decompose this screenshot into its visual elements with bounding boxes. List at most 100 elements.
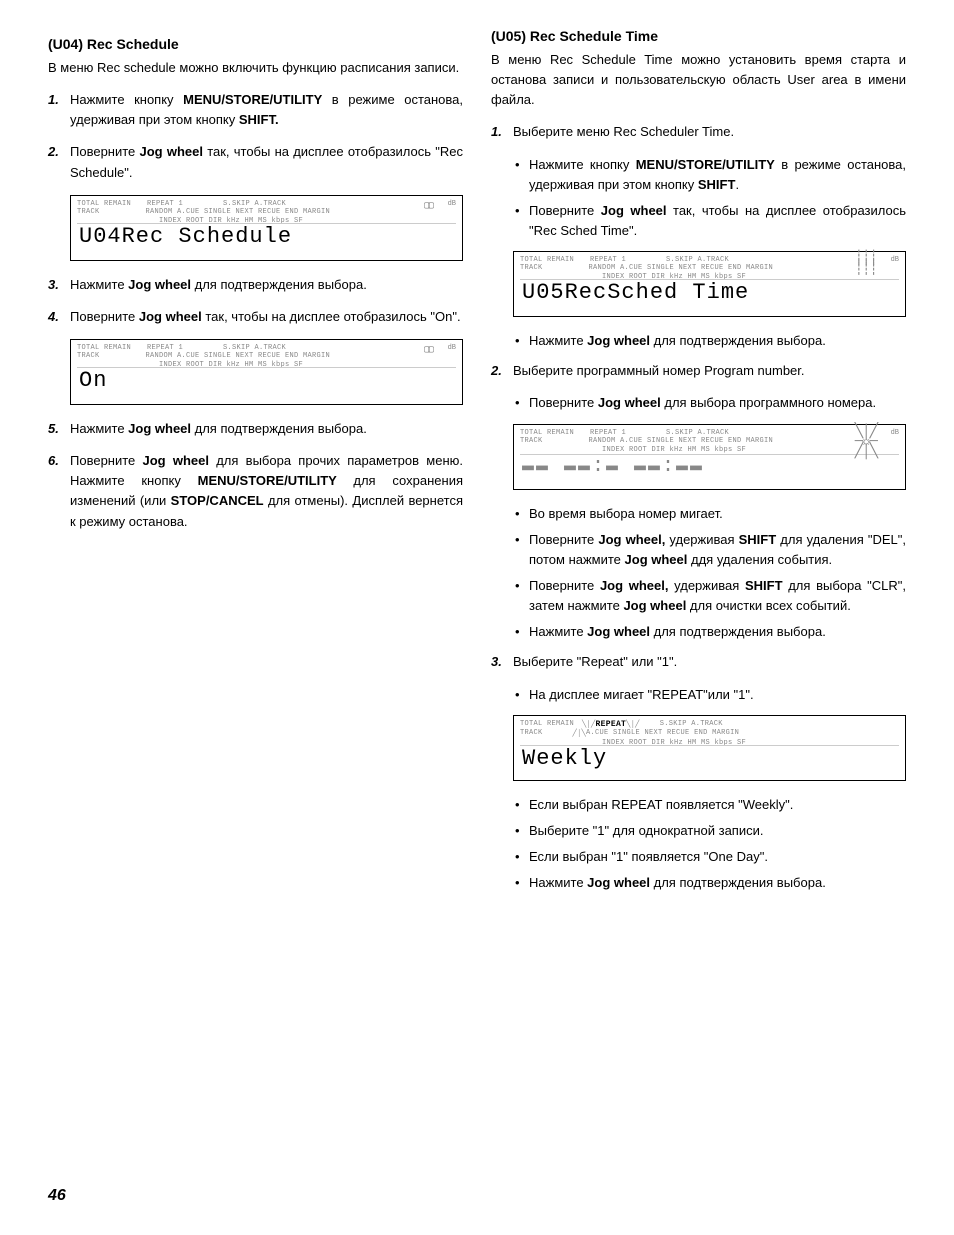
text: Jog wheel [128,421,194,436]
db-label: dB [448,200,456,208]
u05-step3: 3. Выберите "Repeat" или "1". [491,652,906,672]
step-num: 3. [491,652,502,672]
left-column: (U04) Rec Schedule В меню Rec schedule м… [48,28,463,903]
lcd-label: A.CUE SINGLE NEXT RECUE END MARGIN [586,729,739,738]
list-item: Поверните Jog wheel, удерживая SHIFT для… [529,576,906,616]
lcd-main-text: ▬▬ ▬▬:▬ ▬▬:▬▬ [520,454,899,478]
u05-step1: 1. Выберите меню Rec Scheduler Time. [491,122,906,142]
text: В меню [48,60,97,75]
list-item: Нажмите кнопку MENU/STORE/UTILITY в режи… [529,155,906,195]
text: Нажмите [529,875,587,890]
u04-title: (U04) Rec Schedule [48,36,463,52]
text: Нажмите [70,277,128,292]
lcd-label: INDEX ROOT DIR kHz HM MS kbps SF [602,446,746,454]
lcd-label: RANDOM A.CUE SINGLE NEXT RECUE END MARGI… [146,208,331,216]
u04-step1: 1. Нажмите кнопку MENU/STORE/UTILITY в р… [48,90,463,130]
text: удерживая [668,578,744,593]
step-num: 5. [48,419,59,439]
u04-step5: 5. Нажмите Jog wheel для подтверждения в… [48,419,463,439]
text: Jog wheel [598,395,661,410]
lcd-main-text: U04Rec Schedule [77,223,456,249]
text: Jog wheel [587,875,653,890]
u05-step2: 2. Выберите программный номер Program nu… [491,361,906,381]
text: Поверните [70,309,139,324]
list-item: Поверните Jog wheel для выбора программн… [529,393,906,413]
text: SHIFT [739,532,777,547]
text: MENU/STORE/UTILITY [183,92,322,107]
u04-intro: В меню Rec schedule можно включить функц… [48,58,463,78]
lcd-label: S.SKIP A.TRACK [223,200,286,208]
u04-step3: 3. Нажмите Jog wheel для подтверждения в… [48,275,463,295]
text: для подтверждения выбора. [654,624,826,639]
lcd-u04-rec-schedule: ▢▢ dB TOTAL REMAINREPEAT 1S.SKIP A.TRACK… [70,195,463,261]
text: Выберите программный номер Program numbe… [513,363,805,378]
lcd-label: TOTAL REMAIN [520,429,574,437]
text: Jog wheel [140,144,203,159]
list-item: Выберите "1" для однократной записи. [529,821,906,841]
lcd-label: S.SKIP A.TRACK [223,344,286,352]
text: удерживая [665,532,738,547]
text: Нажмите [529,624,587,639]
lcd-u04-on: ▢▢ dB TOTAL REMAINREPEAT 1S.SKIP A.TRACK… [70,339,463,405]
text: Выберите "Repeat" или "1". [513,654,677,669]
text: В меню [491,52,550,67]
list-item: Во время выбора номер мигает. [529,504,906,524]
text: . [735,177,739,192]
text: Нажмите кнопку [70,92,183,107]
list-item: Если выбран "1" появляется "One Day". [529,847,906,867]
lcd-label: RANDOM A.CUE SINGLE NEXT RECUE END MARGI… [146,352,331,360]
u05-title: (U05) Rec Schedule Time [491,28,906,44]
lcd-label: TRACK [520,264,543,272]
text: Нажмите кнопку [529,157,636,172]
step-num: 1. [48,90,59,110]
step-num: 2. [491,361,502,381]
text: Jog wheel [625,552,688,567]
lcd-label: TRACK [77,352,100,360]
step-num: 4. [48,307,59,327]
lcd-main-text: Weekly [520,745,899,771]
step-num: 2. [48,142,59,162]
text: для подтверждения выбора. [195,421,367,436]
text: MENU/STORE/UTILITY [636,157,775,172]
lcd-main-text: U05RecSched Time [520,279,899,305]
text: SHIFT. [239,112,279,127]
text: User area [787,72,847,87]
text: для подтверждения выбора. [654,333,826,348]
u05-step2-bullets: Поверните Jog wheel для выбора программн… [491,393,906,413]
step-num: 6. [48,451,59,471]
lcd-label: S.SKIP A.TRACK [660,720,723,729]
folder-icon: ▢▢ [424,200,432,212]
text: Нажмите [70,421,128,436]
lcd-label: REPEAT 1 [147,200,183,208]
u05-step2-bullets-2: Во время выбора номер мигает. Поверните … [491,504,906,643]
text: Поверните [529,203,601,218]
page-number: 46 [48,1187,66,1205]
text: Jog wheel [139,309,202,324]
sparkle-icon: ╲│╱─☼─╱│╲ [855,427,877,457]
text: Выберите меню Rec Scheduler Time. [513,124,734,139]
list-item: Если выбран REPEAT появляется "Weekly". [529,795,906,815]
u04-step2: 2. Поверните Jog wheel так, чтобы на дис… [48,142,463,182]
lcd-u05-program-number: ╲│╱─☼─╱│╲ dB TOTAL REMAINREPEAT 1S.SKIP … [513,424,906,490]
folder-icon: ▢▢ [424,344,432,356]
lcd-label: RANDOM A.CUE SINGLE NEXT RECUE END MARGI… [589,264,774,272]
text: ддя удаления события. [687,552,832,567]
text: можно включить функцию расписания записи… [176,60,459,75]
u05-step3-bullets: На дисплее мигает "REPEAT"или "1". [491,685,906,705]
db-label: dB [891,429,899,437]
text: Поверните [70,453,143,468]
text: SHIFT [698,177,736,192]
text: Jog wheel, [600,578,669,593]
text: Поверните [529,532,598,547]
text: MENU/STORE/UTILITY [198,473,354,488]
list-item: На дисплее мигает "REPEAT"или "1". [529,685,906,705]
text: Jog wheel [587,624,653,639]
lcd-label: S.SKIP A.TRACK [666,256,729,264]
text: Jog wheel, [598,532,665,547]
text: STOP/CANCEL [171,493,264,508]
repeat-blink-label: REPEAT [596,720,627,729]
text: Поверните [529,395,598,410]
u04-step4: 4. Поверните Jog wheel так, чтобы на дис… [48,307,463,327]
u05-step1-bullets: Нажмите кнопку MENU/STORE/UTILITY в режи… [491,155,906,242]
text: Нажмите [529,333,587,348]
